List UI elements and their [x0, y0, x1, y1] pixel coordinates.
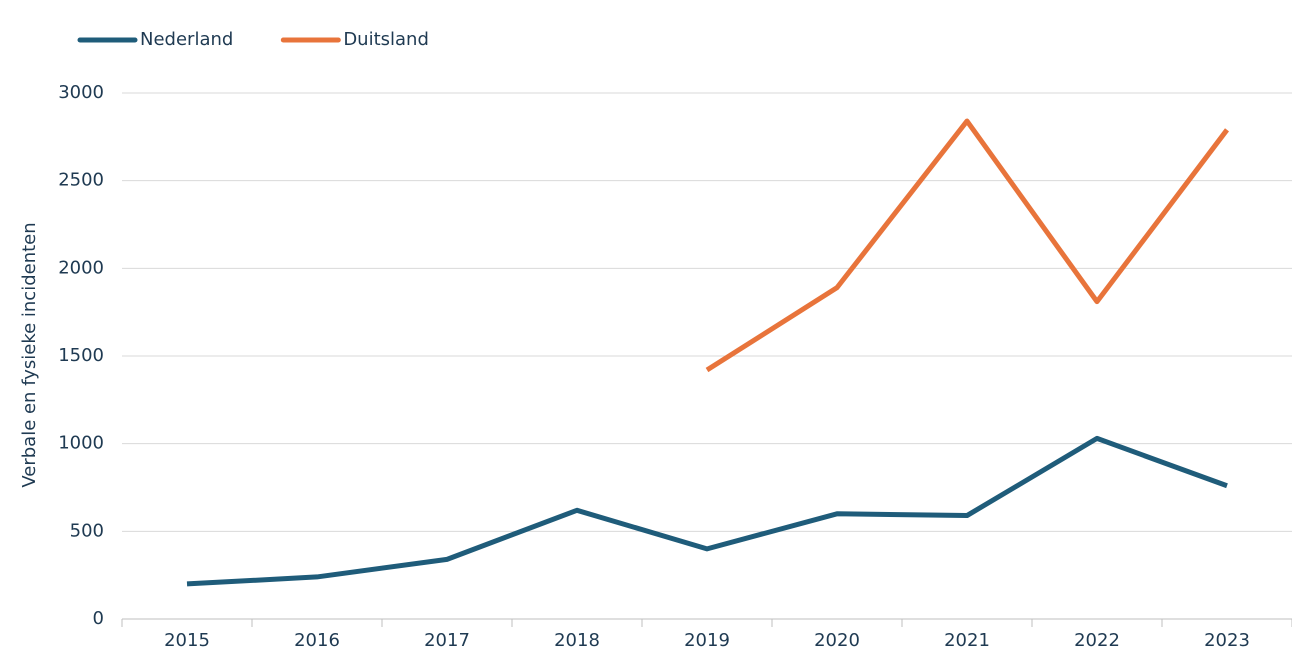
x-tick-label: 2015 — [164, 630, 210, 651]
x-tick-label: 2016 — [294, 630, 340, 651]
x-tick-label: 2022 — [1074, 630, 1120, 651]
series-line — [186, 435, 1228, 587]
x-tick-label: 2017 — [424, 630, 470, 651]
y-tick-label: 3000 — [58, 82, 104, 103]
x-tick-label: 2018 — [554, 630, 600, 651]
x-tick-label: 2020 — [814, 630, 860, 651]
x-tick-label: 2023 — [1204, 630, 1250, 651]
legend-label: Nederland — [140, 29, 233, 50]
x-tick-label: 2019 — [684, 630, 730, 651]
y-axis-title: Verbale en fysieke incidenten — [19, 222, 40, 487]
legend-label: Duitsland — [343, 29, 429, 50]
y-tick-label: 1500 — [58, 345, 104, 366]
series-line — [705, 118, 1229, 373]
y-tick-label: 0 — [93, 608, 104, 629]
y-tick-label: 2000 — [58, 257, 104, 278]
y-tick-label: 1000 — [58, 433, 104, 454]
y-tick-label: 2500 — [58, 170, 104, 191]
x-tick-label: 2021 — [944, 630, 990, 651]
y-tick-label: 500 — [70, 520, 104, 541]
